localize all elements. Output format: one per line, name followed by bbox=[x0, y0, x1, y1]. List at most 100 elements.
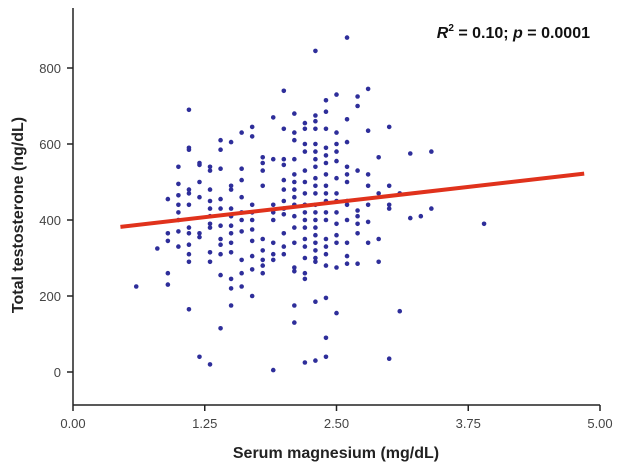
data-point bbox=[186, 187, 192, 192]
data-point bbox=[176, 229, 181, 234]
data-point bbox=[176, 164, 181, 170]
y-axis-ticks: 0 200 400 600 800 bbox=[39, 61, 73, 380]
data-point bbox=[429, 206, 434, 211]
data-point bbox=[344, 117, 350, 122]
data-point bbox=[207, 206, 213, 211]
data-point bbox=[323, 172, 329, 177]
data-point bbox=[292, 137, 297, 143]
data-point bbox=[197, 234, 202, 240]
x-axis-ticks: 0.00 1.25 2.50 3.75 5.00 bbox=[60, 405, 613, 431]
data-point bbox=[270, 257, 276, 263]
data-point bbox=[355, 208, 360, 213]
data-point bbox=[292, 194, 297, 200]
data-point bbox=[313, 149, 318, 154]
data-point bbox=[334, 149, 339, 154]
data-point bbox=[376, 236, 381, 242]
data-point bbox=[313, 48, 318, 54]
data-point bbox=[207, 198, 213, 204]
data-point bbox=[323, 153, 329, 158]
data-point bbox=[407, 215, 413, 221]
data-point bbox=[165, 270, 171, 276]
data-point bbox=[355, 168, 360, 173]
data-point bbox=[176, 210, 181, 215]
data-point bbox=[302, 149, 308, 154]
data-point bbox=[323, 236, 329, 242]
data-point bbox=[186, 242, 192, 247]
annotation-end: = 0.0001 bbox=[523, 25, 590, 42]
annotation-mid: = 0.10; bbox=[454, 25, 513, 42]
data-point bbox=[323, 210, 329, 215]
data-point bbox=[270, 240, 276, 246]
data-point bbox=[376, 259, 381, 265]
data-point bbox=[323, 217, 329, 223]
data-point bbox=[281, 244, 287, 249]
data-point bbox=[270, 156, 276, 162]
data-point bbox=[239, 130, 244, 135]
data-point bbox=[344, 35, 350, 40]
data-point bbox=[218, 166, 223, 171]
data-point bbox=[228, 223, 234, 228]
data-point bbox=[407, 151, 413, 156]
data-point bbox=[218, 137, 223, 143]
data-point bbox=[376, 155, 381, 160]
y-tick-label: 600 bbox=[39, 137, 61, 152]
data-point bbox=[239, 229, 244, 234]
data-point bbox=[186, 107, 192, 113]
data-point bbox=[344, 172, 350, 177]
data-point bbox=[302, 179, 308, 185]
data-point bbox=[334, 191, 339, 196]
data-point bbox=[344, 217, 350, 223]
data-point bbox=[323, 335, 329, 341]
data-point bbox=[218, 251, 223, 257]
data-point bbox=[292, 156, 297, 162]
data-point bbox=[313, 255, 318, 261]
y-tick-label: 800 bbox=[39, 61, 61, 76]
data-point bbox=[249, 134, 255, 139]
data-point bbox=[228, 286, 234, 291]
data-point bbox=[218, 272, 223, 278]
data-point bbox=[302, 141, 308, 147]
data-point bbox=[302, 255, 308, 261]
data-point bbox=[218, 206, 223, 211]
data-point bbox=[292, 213, 297, 219]
data-point bbox=[228, 250, 234, 255]
data-point bbox=[344, 261, 350, 267]
data-point bbox=[249, 238, 255, 244]
data-point bbox=[165, 196, 171, 202]
data-point bbox=[249, 217, 255, 223]
data-point bbox=[323, 354, 329, 360]
data-point bbox=[239, 217, 244, 223]
data-point bbox=[281, 231, 287, 236]
data-point bbox=[292, 130, 297, 135]
data-point bbox=[313, 259, 318, 265]
data-point bbox=[323, 251, 329, 257]
data-point bbox=[207, 168, 213, 173]
data-point bbox=[186, 307, 192, 312]
data-point bbox=[260, 263, 266, 268]
data-point bbox=[260, 236, 266, 242]
y-tick-label: 200 bbox=[39, 289, 61, 304]
data-point bbox=[292, 179, 297, 185]
data-point bbox=[176, 181, 181, 187]
data-point bbox=[270, 217, 276, 223]
data-point bbox=[186, 225, 192, 230]
data-point bbox=[155, 246, 160, 251]
data-point bbox=[197, 194, 202, 200]
data-point bbox=[292, 172, 297, 177]
data-point bbox=[292, 265, 297, 270]
data-point bbox=[302, 217, 308, 223]
data-point bbox=[176, 244, 181, 249]
data-point bbox=[270, 251, 276, 257]
data-point bbox=[313, 156, 318, 162]
data-point bbox=[334, 141, 339, 147]
data-point bbox=[313, 164, 318, 170]
x-tick-label: 2.50 bbox=[324, 416, 349, 431]
data-point bbox=[270, 115, 276, 120]
data-point bbox=[365, 128, 371, 133]
data-point bbox=[197, 231, 202, 236]
annotation-r: R bbox=[437, 25, 449, 42]
y-axis-title: Total testosterone (ng/dL) bbox=[10, 117, 27, 313]
data-point bbox=[239, 257, 244, 263]
data-point bbox=[386, 183, 392, 189]
